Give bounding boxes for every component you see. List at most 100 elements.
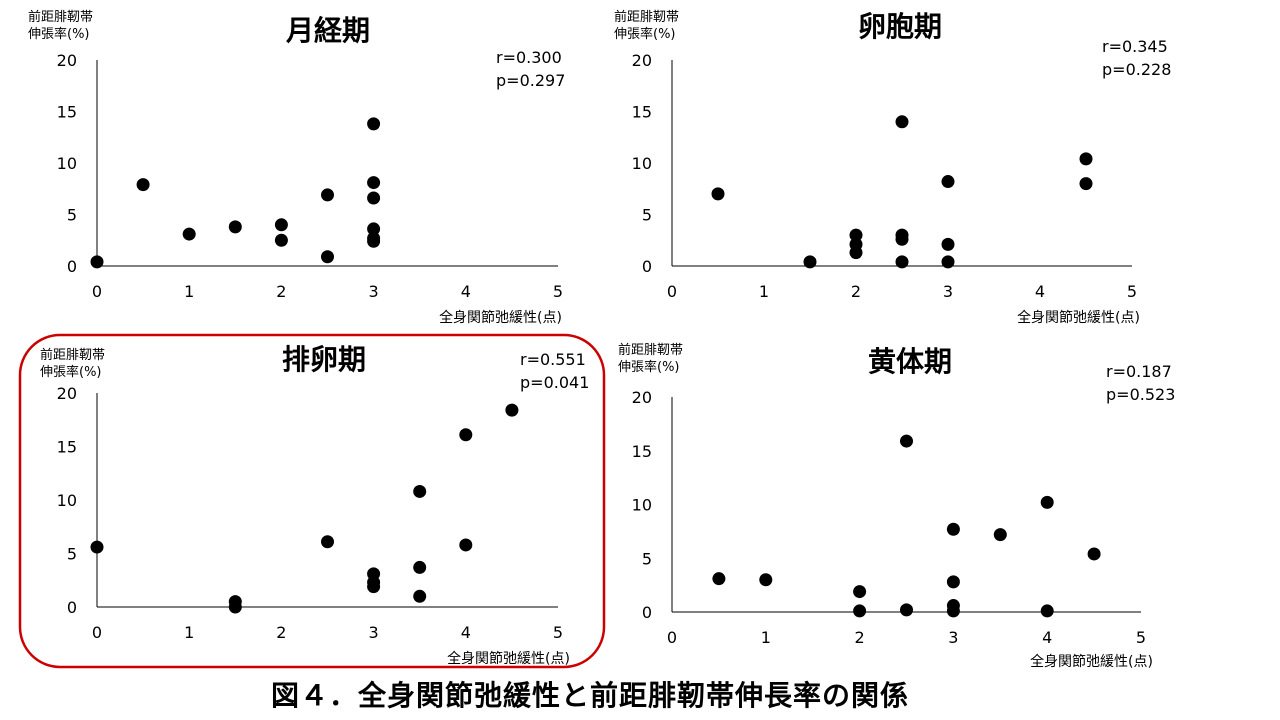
data-point: [759, 573, 773, 587]
data-point: [853, 604, 867, 618]
x-tick-label: 4: [1042, 628, 1052, 647]
data-point: [803, 255, 817, 269]
data-point: [274, 233, 288, 247]
data-point: [228, 220, 242, 234]
chart-title: 排卵期: [282, 343, 366, 376]
x-tick-label: 2: [851, 282, 861, 301]
x-tick-label: 0: [92, 623, 102, 642]
data-point: [711, 187, 725, 201]
chart-title: 黄体期: [868, 345, 952, 378]
y-axis-label: 前距腓靭帯: [618, 342, 683, 358]
x-axis-label: 全身関節弛緩性(点): [1017, 309, 1140, 326]
data-point: [367, 580, 381, 594]
correlation-r: r=0.187: [1106, 362, 1172, 381]
data-point: [941, 175, 955, 189]
data-point: [1040, 495, 1054, 509]
y-axis-label: 前距腓靭帯: [40, 347, 105, 363]
data-point: [895, 232, 909, 246]
x-tick-label: 1: [184, 623, 194, 642]
y-tick-label: 20: [632, 388, 652, 407]
y-axis-label: 前距腓靭帯: [614, 9, 679, 25]
data-point: [849, 246, 863, 260]
data-point: [367, 222, 381, 236]
x-tick-label: 0: [92, 282, 102, 301]
y-tick-label: 0: [67, 598, 77, 617]
data-point: [459, 538, 473, 552]
data-point: [941, 255, 955, 269]
y-tick-label: 10: [57, 154, 77, 173]
data-point: [321, 535, 334, 549]
p-value: p=0.297: [496, 71, 565, 90]
x-tick-label: 5: [553, 282, 563, 301]
data-point: [1087, 547, 1101, 561]
chart-title: 月経期: [285, 14, 370, 47]
data-point: [946, 575, 960, 589]
data-point: [274, 218, 288, 232]
data-point: [941, 237, 955, 251]
y-tick-label: 5: [642, 206, 652, 225]
data-point: [90, 540, 104, 554]
y-tick-label: 15: [57, 438, 77, 457]
x-tick-label: 1: [761, 628, 771, 647]
figure-caption: 図４．全身関節弛緩性と前距腓靭帯伸長率の関係: [270, 679, 909, 712]
data-point: [459, 428, 473, 442]
correlation-r: r=0.345: [1102, 37, 1168, 56]
correlation-r: r=0.300: [496, 48, 562, 67]
y-tick-label: 20: [57, 51, 77, 70]
data-point: [853, 585, 867, 599]
data-point: [321, 188, 334, 202]
x-tick-label: 0: [667, 628, 677, 647]
data-point: [182, 227, 196, 241]
x-tick-label: 5: [553, 623, 563, 642]
y-tick-label: 15: [632, 442, 652, 461]
y-tick-label: 10: [57, 491, 77, 510]
data-point: [900, 434, 913, 448]
data-point: [413, 589, 427, 603]
x-tick-label: 1: [184, 282, 194, 301]
x-tick-label: 3: [943, 282, 953, 301]
data-point: [849, 228, 863, 242]
data-point: [895, 115, 909, 129]
data-point: [413, 484, 427, 498]
y-tick-label: 5: [67, 545, 77, 564]
highlight-frame: [18, 333, 606, 669]
y-tick-label: 20: [632, 51, 652, 70]
y-tick-label: 0: [67, 257, 77, 276]
data-point: [900, 603, 913, 617]
y-tick-label: 10: [632, 496, 652, 515]
data-point: [367, 234, 381, 248]
y-axis-label: 伸張率(%): [40, 364, 102, 380]
y-axis-label: 伸張率(%): [28, 26, 90, 42]
x-tick-label: 2: [276, 623, 286, 642]
data-point: [946, 522, 960, 536]
correlation-r: r=0.551: [520, 350, 586, 369]
x-tick-label: 3: [369, 282, 379, 301]
x-tick-label: 1: [759, 282, 769, 301]
x-axis-label: 全身関節弛緩性(点): [447, 650, 570, 667]
data-point: [946, 604, 960, 618]
p-value: p=0.041: [520, 373, 589, 392]
y-tick-label: 15: [632, 103, 652, 122]
data-point: [90, 255, 104, 269]
data-point: [367, 117, 381, 131]
data-point: [367, 191, 381, 205]
x-tick-label: 3: [369, 623, 379, 642]
y-axis-label: 伸張率(%): [614, 26, 676, 42]
x-tick-label: 4: [461, 282, 471, 301]
y-tick-label: 5: [642, 549, 652, 568]
y-tick-label: 20: [57, 384, 77, 403]
x-tick-label: 5: [1136, 628, 1146, 647]
y-tick-label: 5: [67, 206, 77, 225]
x-tick-label: 5: [1127, 282, 1137, 301]
data-point: [1040, 604, 1054, 618]
x-tick-label: 4: [1035, 282, 1045, 301]
data-point: [895, 255, 909, 269]
data-point: [136, 178, 150, 192]
x-tick-label: 2: [276, 282, 286, 301]
y-axis-label: 伸張率(%): [618, 359, 680, 375]
y-tick-label: 10: [632, 154, 652, 173]
